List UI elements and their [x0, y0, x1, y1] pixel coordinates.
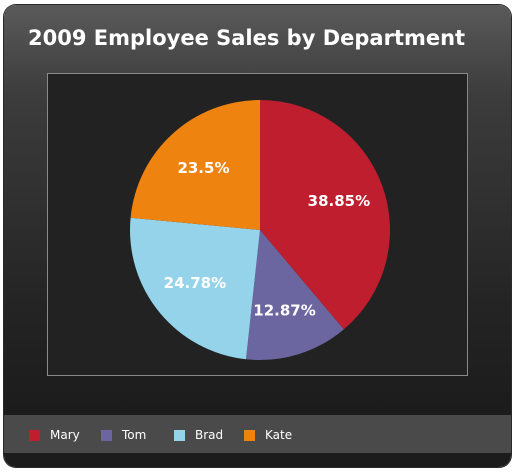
slice-label-mary: 38.85%	[308, 192, 370, 210]
legend-label-kate: Kate	[265, 428, 293, 442]
slice-label-tom: 12.87%	[253, 301, 315, 319]
slice-label-kate: 23.5%	[177, 159, 229, 177]
legend-swatch-kate	[244, 429, 255, 441]
slice-label-brad: 24.78%	[164, 274, 226, 292]
legend: Mary Tom Brad Kate	[4, 415, 511, 453]
pie-slice-kate[interactable]	[130, 100, 260, 230]
pie-chart: 38.85% 12.87% 24.78% 23.5%	[130, 100, 390, 360]
plot-area: 38.85% 12.87% 24.78% 23.5%	[47, 73, 468, 376]
legend-item-brad[interactable]: Brad	[174, 428, 223, 442]
legend-item-mary[interactable]: Mary	[29, 428, 80, 442]
pie-slice-tom[interactable]	[245, 230, 344, 360]
chart-title: 2009 Employee Sales by Department	[28, 26, 466, 50]
chart-widget: 2009 Employee Sales by Department 38.85%…	[4, 5, 511, 467]
legend-item-kate[interactable]: Kate	[244, 428, 292, 442]
legend-swatch-mary	[29, 429, 40, 441]
pie-slice-brad[interactable]	[130, 217, 260, 360]
legend-item-tom[interactable]: Tom	[101, 428, 146, 442]
legend-label-tom: Tom	[122, 428, 147, 442]
legend-label-mary: Mary	[50, 428, 80, 442]
legend-swatch-tom	[101, 429, 112, 441]
pie-slice-mary[interactable]	[260, 100, 390, 330]
legend-swatch-brad	[174, 429, 185, 441]
legend-label-brad: Brad	[195, 428, 224, 442]
